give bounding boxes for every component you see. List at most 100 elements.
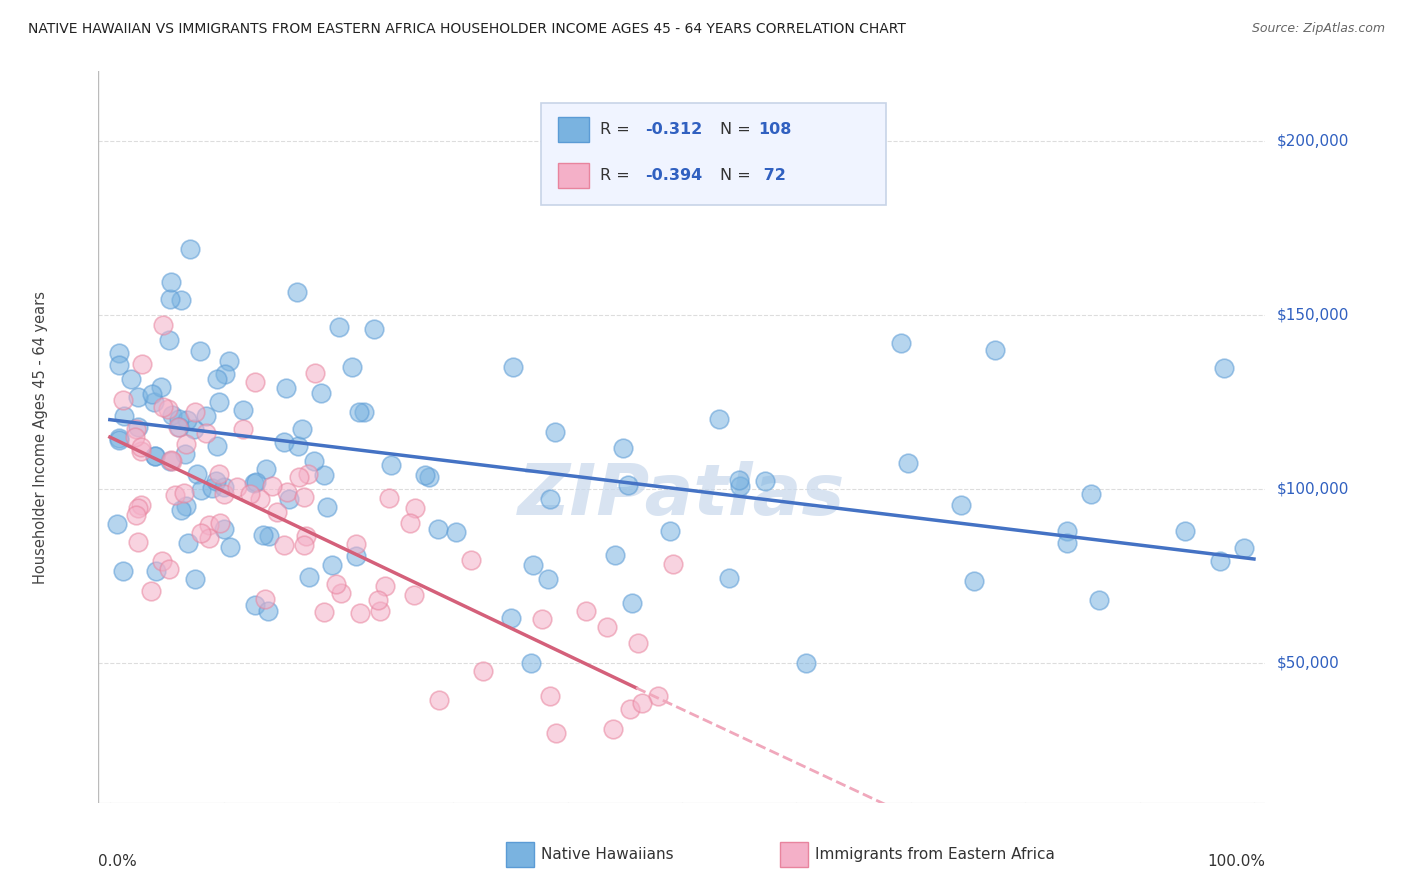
Text: 108: 108 bbox=[758, 122, 792, 136]
Point bbox=[413, 468, 436, 483]
Point bbox=[145, 565, 167, 579]
Point bbox=[157, 562, 180, 576]
Point bbox=[152, 318, 174, 332]
Point bbox=[167, 412, 190, 426]
Point bbox=[159, 292, 181, 306]
Point bbox=[367, 592, 389, 607]
Point bbox=[143, 449, 166, 463]
Point bbox=[194, 409, 217, 424]
Point bbox=[314, 605, 336, 619]
Point bbox=[262, 479, 284, 493]
Point bbox=[544, 425, 567, 439]
Point bbox=[208, 467, 231, 481]
Point bbox=[353, 405, 375, 419]
Point bbox=[302, 454, 325, 468]
Point bbox=[174, 447, 197, 461]
Point bbox=[105, 516, 128, 531]
Point bbox=[207, 372, 229, 386]
Point bbox=[159, 454, 181, 468]
Point bbox=[198, 531, 221, 545]
Point bbox=[160, 409, 183, 423]
Point bbox=[252, 527, 274, 541]
Point bbox=[129, 444, 152, 458]
Point bbox=[112, 409, 135, 423]
Point bbox=[1209, 554, 1232, 568]
Point bbox=[444, 525, 467, 540]
Point bbox=[232, 422, 254, 436]
Point bbox=[177, 535, 200, 549]
Point bbox=[378, 491, 401, 505]
Point bbox=[499, 610, 522, 624]
Point bbox=[273, 538, 295, 552]
Text: N =: N = bbox=[720, 122, 756, 136]
Text: R =: R = bbox=[600, 169, 636, 183]
Point bbox=[139, 583, 162, 598]
Point bbox=[291, 422, 314, 436]
Text: -0.394: -0.394 bbox=[645, 169, 703, 183]
Point bbox=[897, 456, 920, 470]
Point bbox=[707, 412, 730, 426]
Point bbox=[186, 467, 208, 481]
Point bbox=[108, 359, 131, 373]
Point bbox=[612, 441, 634, 455]
Text: 100.0%: 100.0% bbox=[1208, 854, 1265, 869]
Point bbox=[274, 381, 297, 395]
Point bbox=[294, 490, 316, 504]
Point bbox=[167, 420, 190, 434]
Point bbox=[631, 696, 654, 710]
Point bbox=[298, 570, 321, 584]
Point bbox=[205, 474, 228, 488]
Point bbox=[245, 598, 267, 612]
Point bbox=[170, 293, 193, 308]
Point bbox=[256, 604, 278, 618]
Point bbox=[198, 518, 221, 533]
Point bbox=[596, 620, 619, 634]
Point bbox=[157, 333, 180, 347]
Point bbox=[344, 536, 367, 550]
Point bbox=[208, 395, 231, 409]
Point bbox=[890, 336, 912, 351]
Point bbox=[754, 474, 776, 488]
Point bbox=[152, 554, 174, 568]
Point bbox=[325, 577, 347, 591]
Point bbox=[150, 380, 173, 394]
Point bbox=[292, 538, 315, 552]
Text: Source: ZipAtlas.com: Source: ZipAtlas.com bbox=[1251, 22, 1385, 36]
Point bbox=[984, 343, 1007, 357]
Point bbox=[347, 405, 370, 419]
Point bbox=[174, 437, 197, 451]
Point bbox=[619, 702, 641, 716]
Point bbox=[127, 390, 149, 404]
Point bbox=[1087, 592, 1109, 607]
Point bbox=[232, 402, 254, 417]
Text: NATIVE HAWAIIAN VS IMMIGRANTS FROM EASTERN AFRICA HOUSEHOLDER INCOME AGES 45 - 6: NATIVE HAWAIIAN VS IMMIGRANTS FROM EASTE… bbox=[28, 22, 905, 37]
Point bbox=[124, 430, 146, 444]
Point bbox=[602, 722, 624, 736]
Point bbox=[950, 498, 973, 512]
Point bbox=[208, 516, 231, 530]
Point bbox=[297, 467, 319, 481]
Point bbox=[176, 413, 198, 427]
Point bbox=[111, 564, 134, 578]
Point bbox=[253, 591, 276, 606]
Point bbox=[219, 540, 242, 554]
Point bbox=[418, 469, 440, 483]
Text: 72: 72 bbox=[758, 169, 786, 183]
Point bbox=[183, 421, 205, 435]
Point bbox=[225, 480, 247, 494]
Point bbox=[344, 549, 367, 564]
Point bbox=[426, 522, 449, 536]
Point bbox=[368, 604, 391, 618]
Point bbox=[257, 529, 280, 543]
Point bbox=[374, 579, 396, 593]
Point bbox=[212, 481, 235, 495]
Point bbox=[460, 553, 482, 567]
Point bbox=[129, 498, 152, 512]
Point bbox=[404, 588, 426, 602]
Point bbox=[647, 689, 669, 703]
Point bbox=[575, 604, 598, 618]
Point bbox=[156, 402, 179, 417]
Point bbox=[254, 461, 277, 475]
Point bbox=[174, 499, 197, 513]
Point bbox=[603, 548, 626, 562]
